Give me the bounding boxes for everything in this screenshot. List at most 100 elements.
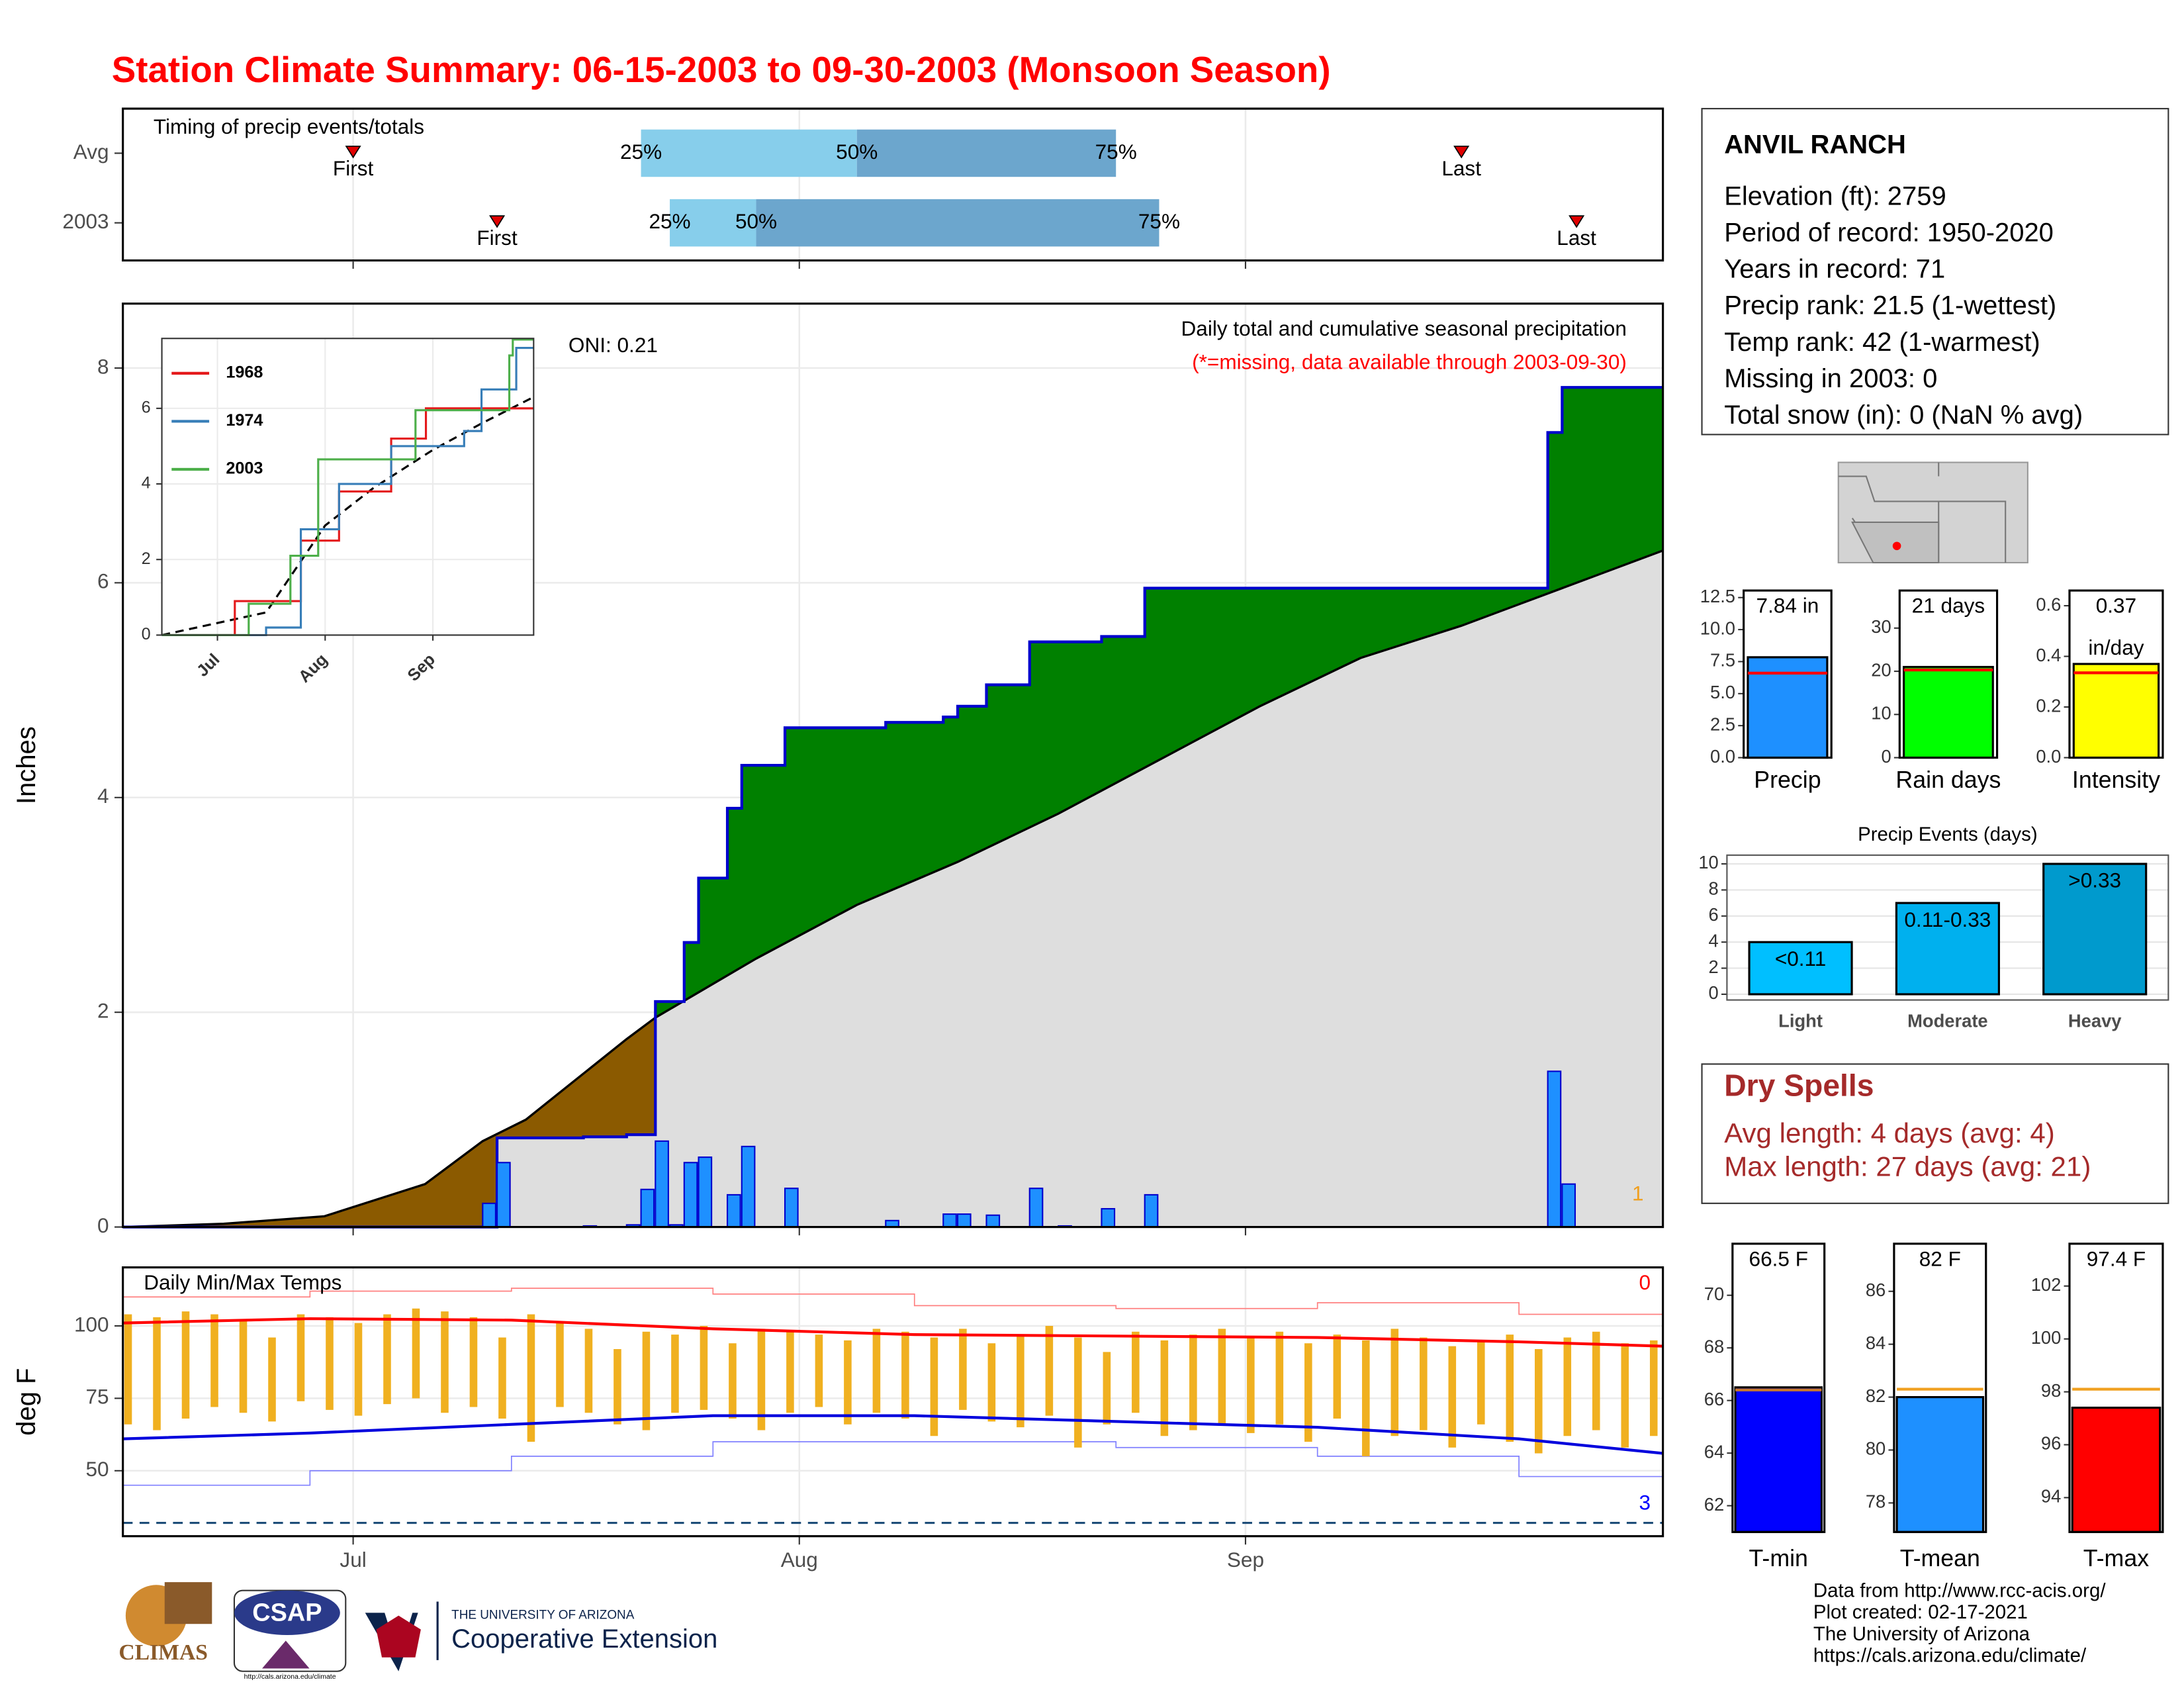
temp-bar: [1506, 1335, 1514, 1442]
legend-label: 1974: [226, 411, 263, 430]
dry-spells-info: Avg length: 4 days (avg: 4): [1724, 1117, 2055, 1149]
y-tick-label: 100: [74, 1312, 109, 1336]
temp-bar: [210, 1314, 218, 1407]
y-tick-label: 62: [1704, 1494, 1724, 1515]
count-label: 3: [1639, 1491, 1651, 1515]
value-label: 21 days: [1912, 594, 1985, 618]
temp-bar: [1045, 1325, 1054, 1416]
average-area: [122, 550, 1663, 1227]
event-marker: [1453, 146, 1470, 159]
credit: Data from http://www.rcc-acis.org/: [1813, 1580, 2106, 1602]
y-tick-label: 6: [1709, 904, 1719, 925]
event-marker: [1569, 215, 1585, 228]
bar: [1895, 902, 2000, 996]
y-tick-label: 2.5: [1710, 714, 1735, 734]
x-tick-label: Sep: [1227, 1548, 1264, 1571]
y-tick-label: 0.2: [2036, 695, 2061, 716]
value-label: <0.11: [1775, 947, 1826, 970]
y-tick-label: 2: [1709, 957, 1719, 977]
quartile-bar: [641, 129, 857, 177]
temp-bar: [1535, 1348, 1543, 1454]
panel: [122, 1267, 1663, 1536]
temp-bar: [671, 1335, 679, 1413]
chart-title: Precip Events (days): [1858, 823, 2038, 845]
daily-bar: [1547, 1070, 1562, 1228]
y-tick-label: 98: [2041, 1380, 2061, 1401]
value-label: 0.11-0.33: [1904, 908, 1991, 931]
daily-bar: [655, 1140, 669, 1228]
temp-bar: [1189, 1335, 1197, 1430]
y-tick-label: 7.5: [1710, 650, 1735, 671]
temp-bar: [498, 1337, 506, 1419]
temp-bar: [383, 1314, 391, 1405]
station-name: ANVIL RANCH: [1724, 130, 1906, 159]
y-tick-label: 10: [1698, 852, 1718, 872]
credit: Plot created: 02-17-2021: [1813, 1601, 2028, 1623]
y-tick-label: 10.0: [1700, 618, 1735, 638]
y-tick-label: 4: [97, 784, 109, 808]
y-tick-label: 6: [97, 569, 109, 593]
panel-title: Daily Min/Max Temps: [144, 1270, 341, 1294]
temp-bar: [1448, 1346, 1457, 1448]
logos: CLIMAS CSAP http://cals.arizona.edu/clim…: [118, 1582, 717, 1681]
chart-label: T-mean: [1900, 1545, 1980, 1571]
page-title: Station Climate Summary: 06-15-2003 to 0…: [112, 49, 1331, 90]
temp-bar: [614, 1348, 621, 1425]
y-tick-label: 82: [1866, 1385, 1886, 1406]
x-tick-label: Heavy: [2068, 1011, 2122, 1031]
temp-bar: [815, 1335, 823, 1407]
temp-bar: [1649, 1340, 1658, 1436]
y-tick-label: 0.4: [2036, 645, 2061, 665]
temp-bar: [181, 1311, 190, 1419]
daily-bar: [496, 1162, 511, 1228]
quartile-label: 75%: [1138, 209, 1180, 233]
temp-bar: [1103, 1352, 1111, 1425]
legend-label: 2003: [226, 459, 263, 478]
temp-bar: [1621, 1343, 1629, 1448]
temp-bar: [872, 1329, 881, 1413]
temp-bar: [1247, 1337, 1255, 1433]
daily-bar: [784, 1188, 799, 1228]
y-tick-label: 96: [2041, 1433, 2061, 1454]
quartile-label: 75%: [1095, 140, 1137, 164]
temp-bar: [584, 1329, 593, 1413]
y-tick-label: 6: [142, 399, 151, 417]
legend-label: 1968: [226, 363, 263, 382]
y-tick-label: 0.0: [1710, 746, 1735, 767]
panel-subtitle: (*=missing, data available through 2003-…: [1192, 350, 1627, 373]
daily-bar: [741, 1145, 756, 1228]
daily-bar: [726, 1194, 741, 1228]
temp-bar: [700, 1325, 708, 1410]
temp-bar: [1074, 1337, 1082, 1448]
daily-bar: [683, 1162, 698, 1228]
avg-max-line: [122, 1317, 1663, 1348]
bar: [1895, 1396, 1985, 1533]
temp-bar: [1362, 1340, 1370, 1456]
temp-bar: [1420, 1337, 1428, 1430]
quartile-bar: [756, 199, 1160, 247]
bar: [2072, 663, 2160, 759]
panel-border: [122, 303, 1664, 1229]
series-line: [161, 346, 534, 636]
bar: [1734, 1386, 1823, 1533]
temp-bar: [642, 1331, 651, 1430]
y-tick-label: 30: [1871, 616, 1891, 637]
temp-bar: [786, 1331, 794, 1413]
row-label: Avg: [73, 140, 109, 164]
y-tick-label: 8: [97, 354, 109, 378]
temp-bar: [757, 1329, 766, 1430]
daily-bar: [1028, 1188, 1044, 1228]
event-label: Last: [1557, 226, 1596, 250]
y-tick-label: 10: [1871, 703, 1891, 724]
temp-bar: [1477, 1340, 1485, 1425]
y-tick-label: 5.0: [1710, 682, 1735, 702]
temp-bar: [326, 1317, 334, 1410]
daily-bar: [698, 1156, 713, 1228]
chart-label: Precip: [1754, 767, 1821, 793]
bar: [2042, 863, 2148, 996]
quartile-label: 50%: [735, 209, 777, 233]
temp-bar: [987, 1343, 996, 1422]
temp-bar: [1017, 1335, 1024, 1428]
y-tick-label: 80: [1866, 1438, 1886, 1459]
y-axis-label: Inches: [12, 726, 41, 804]
